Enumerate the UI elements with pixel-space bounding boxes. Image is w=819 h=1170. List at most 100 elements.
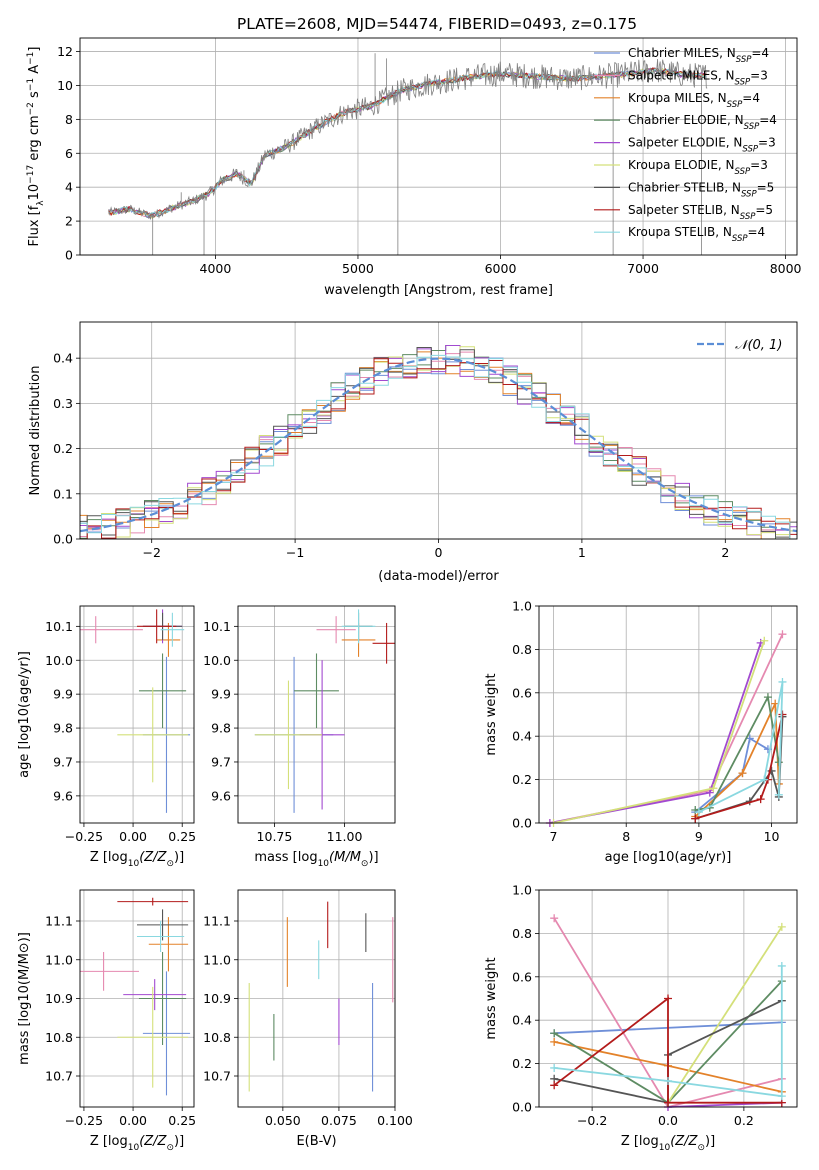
y-tick-label: 9.9: [53, 687, 73, 702]
x-tick-label: 7000: [627, 261, 659, 276]
y-tick-label: 6: [65, 146, 73, 161]
y-tick-label: 0.3: [53, 396, 73, 411]
x-tick-label: 9: [695, 829, 703, 844]
x-tick-label: 4000: [200, 261, 232, 276]
weight-point-marker: [550, 1063, 559, 1072]
weight-point-marker: [778, 710, 787, 719]
y-tick-label: 2: [65, 214, 73, 229]
y-tick-label: 9.6: [53, 788, 73, 803]
legend-entry: Kroupa STELIB, NSSP=4: [628, 225, 765, 244]
weight-series-line: [549, 633, 784, 824]
y-tick-label: 9.8: [211, 721, 231, 736]
weight-point-marker: [756, 795, 765, 804]
axes-frame: [79, 605, 195, 824]
y-tick-label: 10.8: [45, 1030, 73, 1045]
errorbars: [80, 609, 191, 813]
age_vs_Z-panel: −0.25 0.00 0.25 9.6 9.7 9.8 9.9 10.0 10.1 Z [log1…: [17, 605, 196, 869]
x-tick-label: 0.00: [119, 1113, 147, 1128]
weight-point-marker: [691, 814, 700, 823]
weight-point-marker: [760, 636, 769, 645]
y-tick-label: 0.4: [512, 729, 532, 744]
x-tick-label: 0: [435, 545, 443, 560]
legend-entry: Kroupa ELODIE, NSSP=3: [628, 158, 768, 177]
x-tick-label: −0.2: [577, 1113, 607, 1128]
legend-entry: 𝒩(0, 1): [735, 338, 782, 353]
y-tick-label: 9.6: [211, 788, 231, 803]
weight-series-line: [698, 681, 784, 813]
legend-entry: Chabrier STELIB, NSSP=5: [628, 180, 774, 199]
x-tick-label: 8000: [770, 261, 802, 276]
weight-point-marker: [778, 630, 787, 639]
age_vs_mass-panel: 10.75 11.00 9.6 9.7 9.8 9.9 10.0 10.1 mass [log1…: [203, 605, 396, 869]
axes-frame: [237, 605, 396, 824]
weight-series-line: [695, 714, 784, 820]
x-tick-label: 10.75: [257, 829, 293, 844]
x-axis-label: E(B-V): [296, 1134, 336, 1149]
axes-frame: [79, 321, 798, 540]
axes-frame: [79, 37, 798, 256]
x-tick-label: −0.25: [65, 829, 103, 844]
y-tick-label: 0.0: [512, 816, 532, 831]
x-axis-label: (data-model)/error: [378, 569, 499, 584]
histograms: [80, 345, 797, 539]
x-tick-label: 0.075: [321, 1113, 357, 1128]
x-tick-label: −0.25: [65, 1113, 103, 1128]
y-tick-label: 0.2: [512, 1056, 532, 1071]
weight-point-marker: [550, 1081, 559, 1090]
y-tick-label: 0.2: [53, 441, 73, 456]
weight-point-marker: [777, 922, 786, 931]
y-tick-label: 10: [57, 78, 73, 93]
x-tick-label: 1: [578, 545, 586, 560]
y-tick-label: 9.7: [53, 754, 73, 769]
weight-series-line: [549, 642, 762, 824]
y-axis-label: mass weight: [484, 673, 499, 755]
y-tick-label: 11.0: [203, 952, 231, 967]
y-tick-label: 0.1: [53, 486, 73, 501]
y-axis-label: Normed distribution: [28, 366, 43, 496]
y-tick-label: 0.4: [512, 1013, 532, 1028]
y-tick-label: 10.1: [45, 619, 73, 634]
x-axis-label: wavelength [Angstrom, rest frame]: [324, 283, 553, 298]
residuals-panel: −2 −1 0 1 2 0.0 0.1 0.2 0.3 0.4 (data-model)/error…: [28, 321, 798, 584]
y-tick-label: 0.8: [512, 926, 532, 941]
y-axis-label: age [log10(age/yr)]: [17, 651, 32, 778]
gaussian-curve: [80, 357, 797, 533]
weight-point-marker: [694, 808, 703, 817]
x-tick-label: 5000: [342, 261, 374, 276]
y-tick-label: 9.8: [53, 721, 73, 736]
weight-point-marker: [778, 677, 787, 686]
x-axis-label: Z [log10(Z/Z⊙)]: [90, 850, 184, 869]
y-tick-label: 0.0: [512, 1100, 532, 1115]
histogram-step: [80, 345, 797, 536]
errorbars: [80, 897, 191, 1096]
weight-point-marker: [774, 790, 783, 799]
y-tick-label: 12: [57, 44, 73, 59]
x-tick-label: 11.00: [327, 829, 363, 844]
y-tick-label: 0: [65, 248, 73, 263]
y-tick-label: 0.4: [53, 351, 73, 366]
y-tick-label: 9.7: [211, 754, 231, 769]
weight-series-line: [554, 966, 783, 1098]
weight-point-marker: [664, 1098, 672, 1107]
y-tick-label: 8: [65, 112, 73, 127]
y-tick-label: 10.0: [203, 653, 231, 668]
y-tick-label: 4: [65, 180, 73, 195]
weight-point-marker: [738, 769, 747, 778]
y-tick-label: 10.9: [45, 991, 73, 1006]
y-tick-label: 1.0: [512, 599, 532, 614]
x-tick-label: 0.00: [119, 829, 147, 844]
x-tick-label: 2: [721, 545, 729, 560]
y-tick-label: 10.8: [203, 1030, 231, 1045]
axes-frame: [538, 889, 798, 1108]
x-tick-label: 6000: [485, 261, 517, 276]
weight-point-marker: [550, 914, 559, 923]
weight-point-marker: [774, 758, 783, 767]
y-axis-label: mass [log10(M/M⊙)]: [17, 932, 32, 1065]
weight-point-marker: [550, 1037, 559, 1046]
weight-point-marker: [777, 1092, 786, 1101]
legend-entry: Kroupa MILES, NSSP=4: [628, 91, 760, 110]
spectrum-legend: Chabrier MILES, NSSP=4 Salpeter MILES, NS…: [594, 46, 777, 244]
weight-lines: [545, 630, 787, 827]
errorbars: [248, 901, 394, 1092]
